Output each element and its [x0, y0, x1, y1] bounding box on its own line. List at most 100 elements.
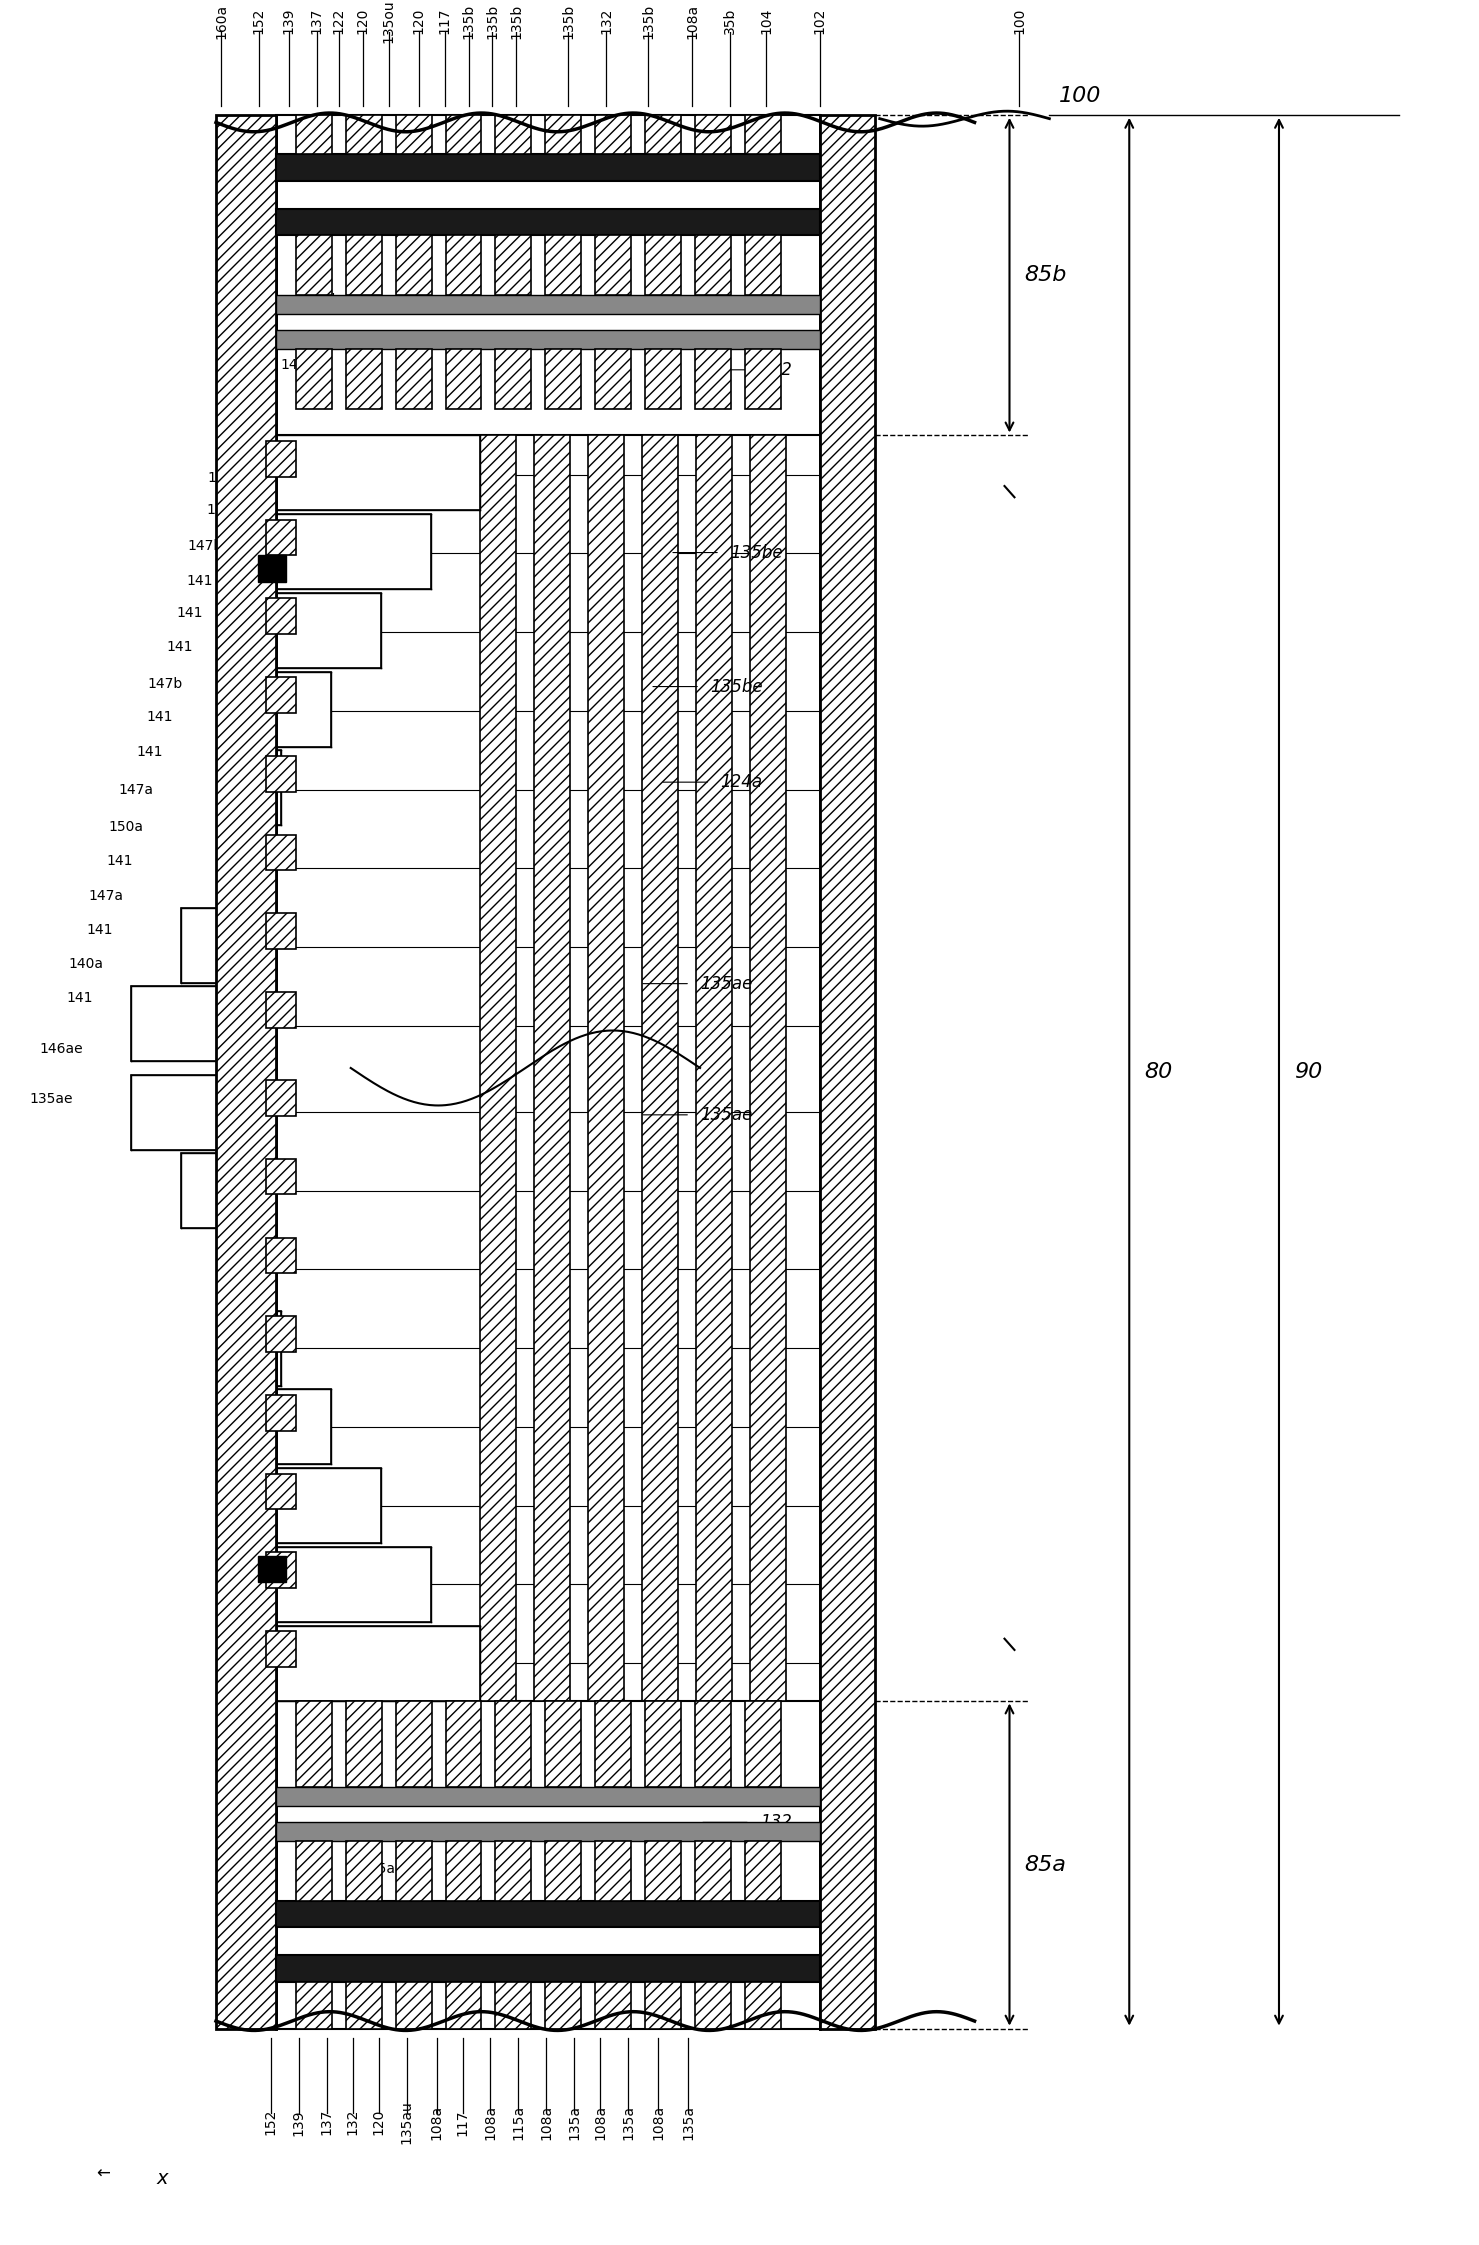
Bar [216, 114, 277, 2029]
Bar [266, 1632, 296, 1666]
Bar [745, 1982, 781, 2029]
Bar [346, 1841, 382, 1902]
Bar [277, 1311, 281, 1385]
Bar [277, 314, 819, 330]
Bar [645, 236, 682, 294]
Text: 85a: 85a [1025, 1854, 1066, 1875]
Bar [695, 350, 731, 409]
Bar [819, 114, 874, 2029]
Bar [595, 236, 632, 294]
Bar [277, 514, 430, 588]
Bar [695, 1982, 731, 2029]
Bar [534, 436, 571, 1699]
Bar [445, 1841, 482, 1902]
Text: 135ae: 135ae [700, 974, 753, 992]
Bar [745, 1841, 781, 1902]
Text: 147b: 147b [207, 471, 243, 485]
Text: 152: 152 [251, 9, 266, 34]
Bar [645, 1699, 682, 1787]
Text: 147a: 147a [89, 889, 123, 902]
Bar [695, 114, 731, 155]
Bar [266, 1554, 296, 1587]
Bar [595, 1841, 632, 1902]
Text: 104: 104 [759, 9, 774, 34]
Bar [266, 1080, 296, 1116]
Bar [266, 914, 296, 950]
Bar [495, 114, 531, 155]
Text: 108a: 108a [429, 2106, 444, 2139]
Text: 135b: 135b [461, 4, 476, 38]
Bar [645, 350, 682, 409]
Bar [277, 1625, 481, 1699]
Text: 108a: 108a [685, 4, 700, 38]
Text: 122: 122 [331, 9, 346, 34]
Bar [695, 1699, 731, 1787]
Text: 139: 139 [282, 9, 296, 34]
Bar [296, 1982, 331, 2029]
Bar [595, 114, 632, 155]
Bar [495, 236, 531, 294]
Bar [595, 1699, 632, 1787]
Text: 160a: 160a [214, 4, 228, 38]
Bar [277, 750, 281, 826]
Bar [266, 1316, 296, 1351]
Text: 137: 137 [319, 2108, 334, 2135]
Bar [266, 521, 296, 555]
Bar [645, 1841, 682, 1902]
Bar [296, 350, 331, 409]
Text: 141: 141 [207, 503, 234, 516]
Bar [266, 1473, 296, 1509]
Bar [346, 114, 382, 155]
Text: 135b: 135b [642, 4, 655, 38]
Bar [396, 350, 432, 409]
Text: 141: 141 [106, 853, 133, 869]
Bar [266, 440, 296, 476]
Text: 139: 139 [291, 2108, 306, 2135]
Bar [180, 907, 277, 983]
Bar [495, 350, 531, 409]
Text: 141: 141 [87, 923, 114, 936]
Text: 135be: 135be [731, 543, 782, 561]
Text: 135a: 135a [682, 2106, 695, 2139]
Text: 102: 102 [813, 9, 827, 34]
Text: 108a: 108a [593, 2106, 608, 2139]
Text: ←: ← [96, 2164, 109, 2182]
Text: 100: 100 [1059, 85, 1102, 106]
Bar [481, 436, 516, 1699]
Text: 135a: 135a [621, 2106, 634, 2139]
Bar [745, 1699, 781, 1787]
Text: 141: 141 [186, 575, 213, 588]
Bar [445, 114, 482, 155]
Bar [346, 1982, 382, 2029]
Text: 152: 152 [263, 2108, 278, 2135]
Bar [277, 436, 481, 510]
Bar [277, 1547, 430, 1621]
Bar [277, 209, 819, 236]
Text: 141: 141 [167, 640, 194, 653]
Bar [296, 114, 331, 155]
Text: 140a: 140a [68, 956, 104, 970]
Bar [296, 236, 331, 294]
Text: 108a: 108a [484, 2106, 497, 2139]
Text: 135b: 135b [485, 4, 500, 38]
Text: 117: 117 [438, 9, 451, 34]
Text: 141: 141 [176, 606, 203, 620]
Bar [180, 1154, 277, 1228]
Bar [132, 986, 277, 1062]
Bar [231, 1233, 277, 1307]
Text: 145b: 145b [365, 213, 401, 227]
Bar [277, 1805, 819, 1823]
Bar [257, 555, 285, 581]
Bar [546, 1841, 581, 1902]
Bar [231, 828, 277, 905]
Bar [266, 992, 296, 1028]
Text: 145a: 145a [361, 1863, 396, 1877]
Bar [445, 1982, 482, 2029]
Text: 124a: 124a [720, 772, 762, 790]
Text: 146ae: 146ae [40, 1042, 83, 1055]
Bar [642, 436, 677, 1699]
Bar [396, 1841, 432, 1902]
Text: 135ou: 135ou [382, 0, 396, 43]
Bar [277, 1390, 331, 1464]
Bar [257, 1556, 285, 1583]
